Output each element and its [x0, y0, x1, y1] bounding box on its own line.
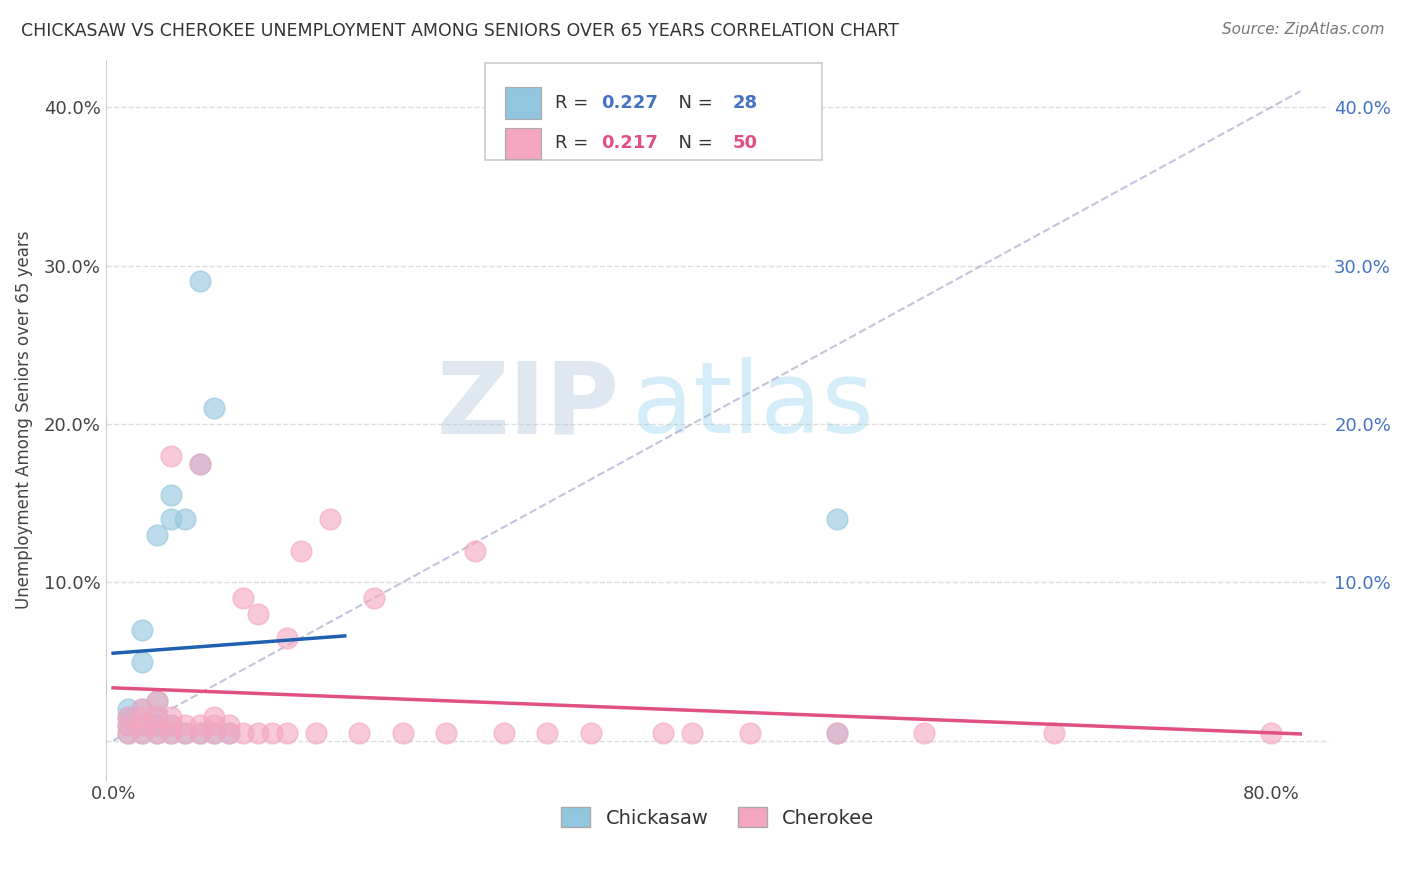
Point	[579, 726, 602, 740]
Point	[681, 726, 703, 740]
Point	[188, 718, 211, 732]
Point	[188, 274, 211, 288]
Text: 0.217: 0.217	[602, 135, 658, 153]
Point	[160, 512, 183, 526]
Text: N =: N =	[668, 135, 718, 153]
Point	[160, 488, 183, 502]
Point	[131, 718, 153, 732]
Point	[363, 591, 385, 606]
Text: ZIP: ZIP	[437, 357, 620, 454]
Point	[1260, 726, 1282, 740]
Point	[536, 726, 558, 740]
Point	[145, 726, 167, 740]
Text: 0.227: 0.227	[602, 94, 658, 112]
Legend: Chickasaw, Cherokee: Chickasaw, Cherokee	[553, 799, 882, 836]
Point	[160, 726, 183, 740]
Point	[204, 710, 226, 724]
Point	[492, 726, 515, 740]
FancyBboxPatch shape	[505, 128, 541, 160]
Point	[912, 726, 935, 740]
Point	[825, 726, 848, 740]
Point	[160, 726, 183, 740]
Text: N =: N =	[668, 94, 718, 112]
Point	[1043, 726, 1066, 740]
Point	[434, 726, 457, 740]
FancyBboxPatch shape	[485, 63, 821, 161]
Point	[825, 512, 848, 526]
Point	[246, 607, 269, 621]
Point	[117, 726, 139, 740]
Point	[290, 543, 312, 558]
Point	[145, 718, 167, 732]
Point	[117, 702, 139, 716]
Point	[145, 694, 167, 708]
Point	[232, 726, 254, 740]
Point	[204, 718, 226, 732]
Point	[131, 702, 153, 716]
Point	[188, 457, 211, 471]
Point	[131, 702, 153, 716]
Point	[305, 726, 328, 740]
Point	[188, 457, 211, 471]
Point	[464, 543, 486, 558]
Point	[131, 655, 153, 669]
Point	[145, 528, 167, 542]
Point	[145, 726, 167, 740]
Point	[232, 591, 254, 606]
Point	[117, 726, 139, 740]
Text: R =: R =	[555, 135, 593, 153]
Y-axis label: Unemployment Among Seniors over 65 years: Unemployment Among Seniors over 65 years	[15, 231, 32, 609]
Point	[117, 710, 139, 724]
Point	[174, 726, 197, 740]
Text: 28: 28	[733, 94, 758, 112]
Point	[117, 718, 139, 732]
Point	[276, 726, 298, 740]
Point	[145, 694, 167, 708]
Point	[145, 710, 167, 724]
Point	[131, 623, 153, 637]
Point	[188, 726, 211, 740]
Point	[246, 726, 269, 740]
Point	[174, 512, 197, 526]
Point	[218, 726, 240, 740]
Text: 50: 50	[733, 135, 758, 153]
Point	[825, 726, 848, 740]
Point	[131, 718, 153, 732]
Point	[391, 726, 413, 740]
Text: atlas: atlas	[631, 357, 873, 454]
Text: Source: ZipAtlas.com: Source: ZipAtlas.com	[1222, 22, 1385, 37]
Point	[276, 631, 298, 645]
Text: R =: R =	[555, 94, 593, 112]
Point	[160, 718, 183, 732]
Point	[204, 726, 226, 740]
Text: CHICKASAW VS CHEROKEE UNEMPLOYMENT AMONG SENIORS OVER 65 YEARS CORRELATION CHART: CHICKASAW VS CHEROKEE UNEMPLOYMENT AMONG…	[21, 22, 898, 40]
Point	[131, 726, 153, 740]
FancyBboxPatch shape	[505, 87, 541, 119]
Point	[145, 710, 167, 724]
Point	[218, 726, 240, 740]
Point	[145, 718, 167, 732]
Point	[347, 726, 370, 740]
Point	[188, 726, 211, 740]
Point	[174, 718, 197, 732]
Point	[652, 726, 675, 740]
Point	[319, 512, 342, 526]
Point	[740, 726, 762, 740]
Point	[218, 718, 240, 732]
Point	[174, 726, 197, 740]
Point	[160, 449, 183, 463]
Point	[204, 726, 226, 740]
Point	[117, 718, 139, 732]
Point	[160, 710, 183, 724]
Point	[204, 401, 226, 415]
Point	[131, 726, 153, 740]
Point	[262, 726, 284, 740]
Point	[117, 710, 139, 724]
Point	[160, 718, 183, 732]
Point	[131, 710, 153, 724]
